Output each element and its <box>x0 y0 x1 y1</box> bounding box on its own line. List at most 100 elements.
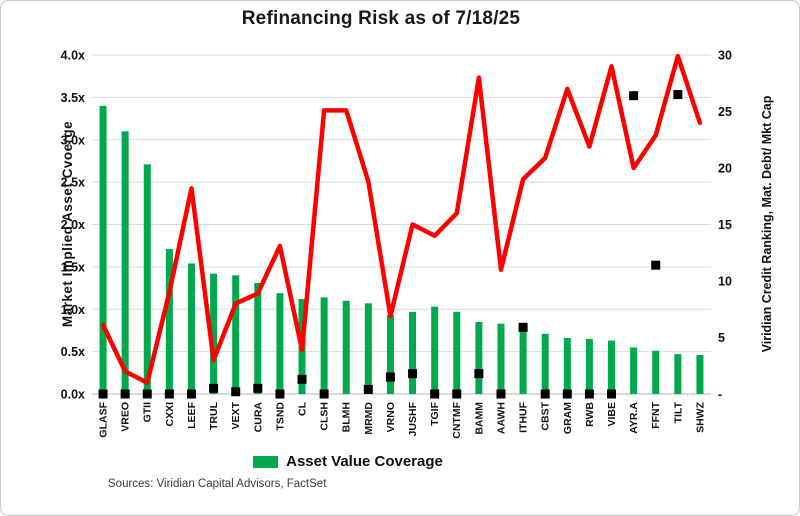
x-tick-label-TILT: TILT <box>672 401 684 423</box>
bar-AYR.A <box>630 347 638 394</box>
marker-TRUL <box>209 383 219 393</box>
right-tick-label: 15 <box>718 218 732 232</box>
x-tick-label-TRUL: TRUL <box>208 401 220 430</box>
marker-GRAM <box>562 389 572 399</box>
x-tick-label-TSND: TSND <box>274 402 286 431</box>
plot-area: 4.0x 3.5x 3.0x 2.5x 2.0x 1.5x 1.0x 0.5x 0.0x 30 25… <box>61 49 732 439</box>
left-tick-label: 2.0x <box>61 218 85 232</box>
bar-CXXI <box>165 249 173 394</box>
left-tick-label: 1.0x <box>61 303 85 317</box>
x-tick-label-CURA: CURA <box>252 402 264 433</box>
x-tick-label-AYR.A: AYR.A <box>628 402 640 434</box>
marker-AAWH <box>496 389 506 399</box>
marker-GLASF <box>98 389 108 399</box>
x-tick-label-VIBE: VIBE <box>606 402 618 427</box>
left-tick-label: 0.5x <box>61 345 85 359</box>
bar-MRMD <box>364 303 372 394</box>
bar-FFNT <box>652 350 660 394</box>
line-viridian-credit-ranking <box>100 53 703 385</box>
bar-GTII <box>143 164 151 394</box>
bar-GLASF <box>99 105 107 394</box>
marker-CL <box>297 374 307 384</box>
marker-CURA <box>253 383 263 393</box>
left-tick-label: 3.0x <box>61 133 85 147</box>
bar-VRNO <box>386 315 394 394</box>
marker-RWB <box>584 389 594 399</box>
right-tick-label: 30 <box>718 49 732 63</box>
x-tick-label-CXXI: CXXI <box>164 402 176 427</box>
x-tick-label-RWB: RWB <box>584 402 596 427</box>
left-tick-label: 4.0x <box>61 49 85 63</box>
x-tick-label-TGIF: TGIF <box>429 401 441 425</box>
marker-CXXI <box>164 389 174 399</box>
bar-BLMH <box>342 300 350 394</box>
marker-VRNO <box>385 372 395 382</box>
marker-FFNT <box>651 260 661 270</box>
x-tick-label-GLASF: GLASF <box>98 401 110 437</box>
bar-ITHUF <box>519 326 527 394</box>
x-tick-label-JUSHF: JUSHF <box>407 401 419 436</box>
marker-TSND <box>275 389 285 399</box>
x-tick-label-LEEF: LEEF <box>186 401 198 428</box>
right-tick-label: 20 <box>718 162 732 176</box>
bar-LEEF <box>187 263 195 394</box>
x-tick-label-ITHUF: ITHUF <box>518 401 530 432</box>
bar-SHWZ <box>696 355 704 394</box>
bar-CLSH <box>320 297 328 394</box>
bar-AAWH <box>497 323 505 394</box>
bar-GRAM <box>563 338 571 394</box>
marker-BAMM <box>474 369 484 379</box>
sources-note: Sources: Viridian Capital Advisors, Fact… <box>108 478 327 490</box>
marker-LEEF <box>186 389 196 399</box>
x-tick-label-VREO: VREO <box>120 402 132 432</box>
bar-VIBE <box>608 340 616 394</box>
x-tick-label-BLMH: BLMH <box>341 402 353 432</box>
marker-VEXT <box>231 387 241 397</box>
marker-CLSH <box>319 389 329 399</box>
left-axis-title: Market Implied Asset Cvoerge <box>60 120 75 328</box>
right-tick-label: 5 <box>718 331 725 345</box>
x-tick-label-CLSH: CLSH <box>319 402 331 431</box>
marker-CBST <box>540 389 550 399</box>
marker-MRMD <box>363 384 373 394</box>
bar-VEXT <box>232 275 240 394</box>
bar-CNTMF <box>453 311 461 394</box>
x-tick-label-CL: CL <box>296 401 308 416</box>
left-tick-label: 0.0x <box>61 388 85 402</box>
bar-JUSHF <box>409 311 417 394</box>
x-tick-label-BAMM: BAMM <box>473 402 485 435</box>
right-tick-label: - <box>718 388 722 402</box>
bar-BAMM <box>475 321 483 394</box>
x-tick-label-GRAM: GRAM <box>562 402 574 434</box>
chart-title: Refinancing Risk as of 7/18/25 <box>241 8 521 29</box>
bar-VREO <box>121 131 129 394</box>
left-tick-label: 1.5x <box>61 260 85 274</box>
bar-RWB <box>585 338 593 394</box>
bar-TSND <box>276 293 284 394</box>
bar-TRUL <box>210 273 218 394</box>
marker-TILT <box>673 90 683 100</box>
legend-label: Asset Value Coverage <box>286 453 443 470</box>
x-tick-label-SHWZ: SHWZ <box>694 401 706 432</box>
legend: Asset Value Coverage <box>1 453 747 470</box>
right-axis-title: Viridian Credit Ranking, Mat. Debt/ Mkt … <box>760 95 774 353</box>
bar-TILT <box>674 354 682 394</box>
left-tick-label: 3.5x <box>61 91 85 105</box>
x-tick-label-VEXT: VEXT <box>230 401 242 429</box>
marker-VIBE <box>607 389 617 399</box>
right-tick-label: 10 <box>718 275 732 289</box>
left-tick-label: 2.5x <box>61 176 85 190</box>
x-tick-label-CBST: CBST <box>540 401 552 430</box>
x-tick-label-MRMD: MRMD <box>363 402 375 435</box>
marker-GTII <box>142 389 152 399</box>
bar-CBST <box>541 333 549 394</box>
marker-CNTMF <box>452 389 462 399</box>
marker-JUSHF <box>408 369 418 379</box>
legend-swatch-asset-value-coverage <box>253 455 279 468</box>
marker-VREO <box>120 389 130 399</box>
right-tick-label: 25 <box>718 105 732 119</box>
marker-AYR.A <box>629 91 639 101</box>
x-tick-label-FFNT: FFNT <box>650 401 662 428</box>
bar-CURA <box>254 282 262 394</box>
